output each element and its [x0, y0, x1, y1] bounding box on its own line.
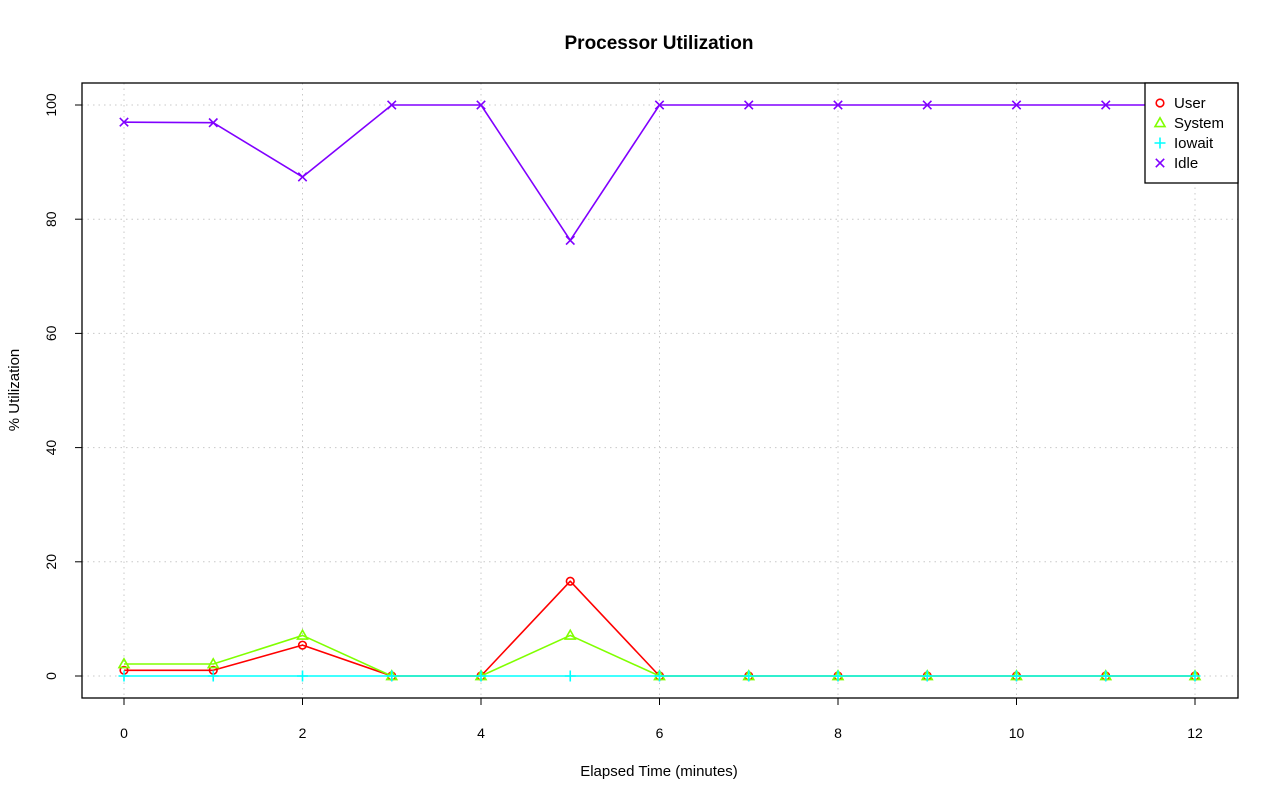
- x-tick-label: 0: [120, 725, 128, 741]
- y-tick-label: 80: [43, 211, 59, 227]
- idle-line: [123, 104, 1195, 242]
- x-axis: 0 2 4 6 8 10 12: [120, 698, 1203, 741]
- idle-point: [833, 100, 843, 110]
- iowait-series: [118, 670, 1201, 682]
- idle-point: [922, 100, 933, 110]
- iowait-point: [921, 670, 933, 682]
- y-axis-label: % Utilization: [6, 349, 23, 432]
- idle-point: [1100, 100, 1111, 110]
- legend: User System Iowait Idle: [1144, 82, 1239, 184]
- idle-point: [565, 235, 576, 246]
- iowait-point: [564, 670, 576, 682]
- idle-point: [386, 100, 397, 110]
- iowait-point: [207, 670, 219, 682]
- chart-title: Processor Utilization: [565, 33, 754, 54]
- idle-legend-label: Idle: [1174, 155, 1198, 172]
- idle-point: [208, 117, 219, 128]
- user-point: [565, 576, 575, 586]
- idle-series: [119, 100, 1200, 246]
- user-legend-marker: [1155, 98, 1165, 108]
- y-tick-label: 0: [43, 672, 59, 680]
- y-tick-label: 60: [43, 325, 59, 341]
- x-tick-label: 12: [1187, 725, 1203, 741]
- x-tick-label: 10: [1009, 725, 1025, 741]
- idle-point: [654, 100, 665, 110]
- iowait-point: [743, 670, 755, 682]
- y-tick-label: 40: [43, 440, 59, 456]
- system-legend-marker: [1153, 116, 1167, 128]
- x-tick-label: 2: [299, 725, 307, 741]
- x-tick-label: 4: [477, 725, 485, 741]
- iowait-point: [118, 670, 130, 682]
- system-point: [206, 657, 220, 669]
- system-point: [563, 628, 577, 640]
- iowait-point: [1189, 670, 1201, 682]
- iowait-point: [297, 670, 308, 682]
- x-axis-label: Elapsed Time (minutes): [580, 763, 738, 780]
- system-legend-label: System: [1174, 115, 1224, 132]
- series-layer: [117, 100, 1202, 682]
- system-point: [296, 628, 309, 640]
- iowait-point: [1011, 670, 1022, 682]
- idle-point: [297, 172, 308, 182]
- iowait-point: [654, 670, 665, 682]
- idle-point: [476, 100, 486, 110]
- iowait-point: [1100, 670, 1112, 682]
- idle-point: [743, 100, 754, 110]
- y-axis: 0 20 40 60 80 100: [43, 93, 82, 680]
- idle-point: [119, 117, 129, 127]
- iowait-legend-marker: [1154, 137, 1166, 149]
- system-point: [117, 657, 131, 669]
- user-legend-label: User: [1174, 95, 1206, 112]
- iowait-legend-label: Iowait: [1174, 135, 1214, 152]
- grid-layer: [82, 83, 1238, 698]
- user-point: [297, 640, 308, 650]
- idle-legend-marker: [1155, 158, 1165, 168]
- iowait-point: [475, 670, 487, 682]
- y-tick-label: 100: [43, 93, 59, 117]
- y-tick-label: 20: [43, 554, 59, 570]
- iowait-point: [386, 670, 398, 682]
- iowait-point: [832, 670, 844, 682]
- idle-point: [1011, 100, 1022, 110]
- x-tick-label: 6: [656, 725, 664, 741]
- x-tick-label: 8: [834, 725, 842, 741]
